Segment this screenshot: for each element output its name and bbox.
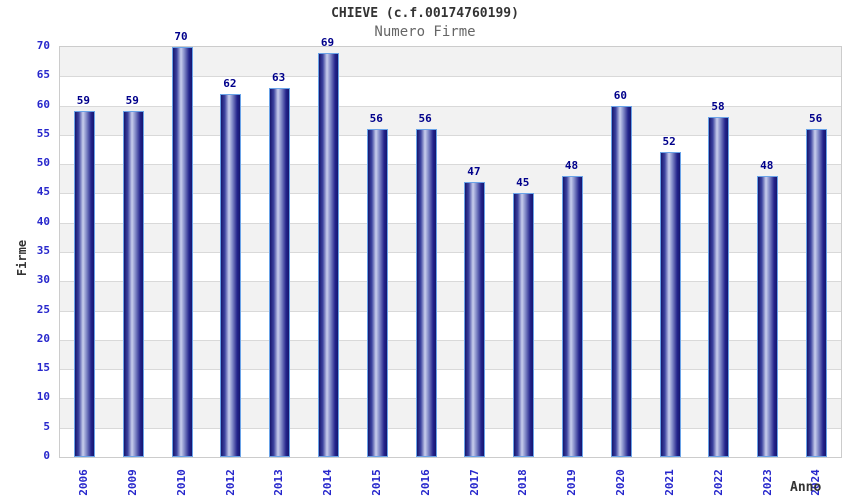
x-tick-label: 2010 [174, 469, 188, 496]
y-tick-label: 70 [36, 39, 50, 52]
y-gridline [60, 281, 841, 282]
y-tick-label: 65 [36, 68, 50, 82]
y-tick-label: 15 [36, 361, 50, 375]
x-tick-label: 2018 [516, 469, 530, 496]
y-tick-label: 45 [36, 185, 50, 199]
y-tick-label: 20 [36, 331, 50, 345]
bar-value-label: 59 [125, 94, 139, 108]
bar-2022 [708, 117, 730, 457]
y-tick-label: 0 [43, 449, 50, 462]
y-tick-label: 10 [36, 390, 50, 404]
bar-value-label: 59 [76, 94, 91, 108]
bar-2020 [610, 105, 632, 457]
y-gridline [60, 252, 841, 253]
x-tick-label: 2019 [565, 469, 579, 496]
x-tick-label: 2016 [418, 469, 432, 496]
y-gridline [60, 164, 841, 165]
bar-2019 [562, 175, 584, 457]
plot-area [59, 46, 842, 458]
y-tick-label: 25 [36, 302, 50, 316]
y-gridline [60, 135, 841, 136]
bar-value-label: 63 [272, 71, 286, 84]
x-tick-label: 2015 [369, 469, 383, 496]
bar-value-label: 48 [564, 158, 579, 172]
bar-2015 [366, 129, 388, 457]
bar-2024 [806, 129, 828, 457]
y-gridline [60, 398, 841, 399]
y-tick-label: 30 [36, 273, 50, 287]
x-tick-label: 2014 [320, 469, 334, 496]
bar-2016 [415, 129, 437, 457]
bar-value-label: 56 [808, 112, 823, 125]
x-tick-label: 2006 [76, 469, 90, 496]
x-tick-label: 2020 [613, 469, 627, 496]
bar-2014 [317, 52, 339, 457]
bar-value-label: 62 [223, 76, 237, 90]
y-gridline [60, 311, 841, 312]
y-gridline [60, 223, 841, 224]
x-tick-label: 2013 [272, 469, 286, 496]
bar-value-label: 56 [369, 112, 383, 125]
chart-subtitle: Numero Firme [374, 24, 476, 40]
bar-2010 [171, 47, 193, 457]
bar-2023 [757, 175, 779, 457]
x-axis-label: Anno [790, 480, 822, 495]
chart-title: CHIEVE (c.f.00174760199) [331, 6, 519, 21]
bar-value-label: 52 [662, 135, 676, 149]
y-tick-label: 50 [36, 156, 50, 170]
bar-value-label: 45 [516, 176, 530, 190]
x-tick-label: 2023 [760, 469, 774, 496]
bar-value-label: 60 [613, 88, 627, 102]
y-gridline [60, 193, 841, 194]
y-tick-label: 55 [36, 126, 50, 140]
y-gridline [60, 369, 841, 370]
bar-2012 [220, 93, 242, 457]
y-gridline [60, 428, 841, 429]
y-gridline [60, 76, 841, 77]
x-tick-label: 2017 [467, 469, 481, 496]
bar-value-label: 69 [320, 35, 335, 49]
bar-2018 [513, 193, 535, 457]
y-tick-label: 60 [36, 97, 50, 111]
x-tick-label: 2021 [662, 469, 676, 496]
bar-2006 [73, 111, 95, 457]
bar-2017 [464, 181, 486, 457]
x-tick-label: 2009 [125, 469, 139, 496]
bar-2021 [659, 152, 681, 457]
x-tick-label: 2012 [223, 469, 237, 496]
x-tick-label: 2022 [711, 469, 725, 496]
bar-value-label: 47 [467, 164, 481, 178]
bar-value-label: 58 [711, 100, 725, 114]
bar-2009 [122, 111, 144, 457]
y-gridline [60, 340, 841, 341]
y-tick-label: 5 [43, 419, 50, 433]
bar-2013 [269, 88, 291, 457]
bar-value-label: 70 [174, 30, 188, 43]
bar-value-label: 48 [760, 158, 774, 172]
y-tick-label: 35 [36, 244, 50, 257]
bar-value-label: 56 [418, 112, 432, 125]
y-tick-label: 40 [36, 214, 50, 228]
y-gridline [60, 106, 841, 107]
